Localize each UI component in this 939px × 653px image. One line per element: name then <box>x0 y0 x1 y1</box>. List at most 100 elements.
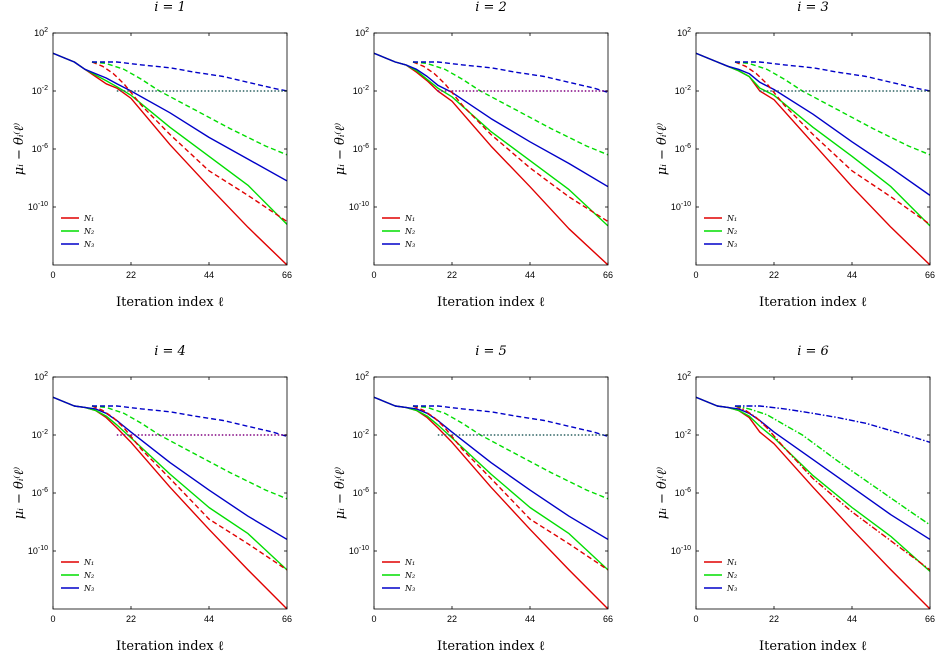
legend-label: N₁ <box>726 214 737 223</box>
y-tick-label: 102 <box>355 27 369 38</box>
panel-title: i = 3 <box>797 0 829 15</box>
legend-label: N₂ <box>726 571 737 580</box>
x-tick-label: 66 <box>925 270 935 280</box>
legend: N₁ N₂ N₃ <box>704 214 737 249</box>
series-line-4 <box>412 405 608 571</box>
x-tick-label: 0 <box>693 270 698 280</box>
legend-label: N₃ <box>404 240 415 249</box>
x-tick-label: 66 <box>603 270 613 280</box>
x-tick-label: 22 <box>447 614 457 624</box>
x-tick-label: 0 <box>50 270 55 280</box>
series-line-6 <box>92 405 287 438</box>
panel-5: i = 5 0 22 44 66 102 10-2 10-6 10-10 Iteration in… <box>333 344 613 653</box>
legend: N₁ N₂ N₃ <box>61 214 94 249</box>
series-line-6 <box>413 405 608 438</box>
x-tick-label: 0 <box>371 614 376 624</box>
x-axis-label: Iteration index ℓ <box>116 295 224 310</box>
series-line-4 <box>91 61 287 223</box>
y-tick-label: 10-6 <box>32 487 48 498</box>
series-line-5 <box>412 405 608 500</box>
legend-label: N₃ <box>83 240 94 249</box>
y-tick-label: 102 <box>355 371 369 382</box>
x-tick-label: 0 <box>50 614 55 624</box>
y-tick-label: 10-6 <box>32 143 48 154</box>
x-tick-label: 22 <box>769 614 779 624</box>
y-tick-label: 10-2 <box>32 85 48 96</box>
x-axis-label: Iteration index ℓ <box>437 639 545 653</box>
y-tick-label: 10-10 <box>671 201 691 212</box>
y-tick-label: 10-2 <box>353 85 369 96</box>
legend: N₁ N₂ N₃ <box>61 558 94 593</box>
legend-label: N₁ <box>726 558 737 567</box>
series-line-6 <box>735 61 930 92</box>
series-line-4 <box>734 405 930 571</box>
legend-label: N₂ <box>726 227 737 236</box>
y-tick-label: 10-6 <box>353 487 369 498</box>
y-tick-label: 10-6 <box>675 487 691 498</box>
legend-label: N₃ <box>83 584 94 593</box>
legend-label: N₁ <box>404 214 415 223</box>
x-axis-label: Iteration index ℓ <box>116 639 224 653</box>
y-axis-label: μᵢ − θᵢ⁽ℓ⁾ <box>655 467 670 519</box>
series-line-4 <box>734 61 930 225</box>
x-tick-label: 66 <box>282 614 292 624</box>
legend: N₁ N₂ N₃ <box>704 558 737 593</box>
y-tick-label: 10-6 <box>675 143 691 154</box>
panel-title: i = 4 <box>154 344 186 359</box>
x-tick-label: 44 <box>847 270 857 280</box>
legend-label: N₃ <box>404 584 415 593</box>
y-tick-label: 102 <box>34 371 48 382</box>
legend-label: N₁ <box>404 558 415 567</box>
series-line-3 <box>696 52 930 196</box>
series-line-5 <box>91 61 287 156</box>
y-tick-label: 10-6 <box>353 143 369 154</box>
x-tick-label: 44 <box>847 614 857 624</box>
y-tick-label: 10-10 <box>28 545 48 556</box>
y-axis-label: μᵢ − θᵢ⁽ℓ⁾ <box>12 123 27 175</box>
y-tick-label: 102 <box>677 371 691 382</box>
x-tick-label: 0 <box>693 614 698 624</box>
y-tick-label: 102 <box>677 27 691 38</box>
panel-1: i = 1 0 22 44 66 102 10-2 10-6 10-10 Iteration in… <box>12 0 292 310</box>
y-tick-label: 10-10 <box>349 545 369 556</box>
panel-title: i = 5 <box>475 344 507 359</box>
series-line-4 <box>412 61 608 223</box>
x-tick-label: 22 <box>126 614 136 624</box>
y-tick-label: 10-2 <box>675 429 691 440</box>
legend: N₁ N₂ N₃ <box>382 214 415 249</box>
panel-2: i = 2 0 22 44 66 102 10-2 10-6 10-10 Iteration in… <box>333 0 613 310</box>
series-line-3 <box>374 52 608 188</box>
series-line-2 <box>696 396 930 572</box>
series-line-5 <box>734 405 930 526</box>
x-tick-label: 44 <box>525 614 535 624</box>
panel-4: i = 4 0 22 44 66 102 10-2 10-6 10-10 Iteration in… <box>12 344 292 653</box>
panel-title: i = 2 <box>475 0 507 15</box>
series-line-3 <box>374 396 608 541</box>
panel-3: i = 3 0 22 44 66 102 10-2 10-6 10-10 Iteration in… <box>655 0 935 310</box>
x-tick-label: 44 <box>525 270 535 280</box>
legend-label: N₃ <box>726 240 737 249</box>
x-tick-label: 44 <box>204 614 214 624</box>
panel-title: i = 6 <box>797 344 829 359</box>
y-tick-label: 102 <box>34 27 48 38</box>
legend-label: N₂ <box>404 571 415 580</box>
y-tick-label: 10-2 <box>353 429 369 440</box>
series-line-6 <box>413 61 608 94</box>
series-line-3 <box>53 52 287 182</box>
legend-label: N₂ <box>404 227 415 236</box>
y-tick-label: 10-2 <box>32 429 48 440</box>
x-tick-label: 0 <box>371 270 376 280</box>
x-tick-label: 66 <box>925 614 935 624</box>
y-tick-label: 10-10 <box>28 201 48 212</box>
legend-label: N₂ <box>83 227 94 236</box>
x-tick-label: 22 <box>126 270 136 280</box>
panel-title: i = 1 <box>154 0 186 15</box>
x-axis-label: Iteration index ℓ <box>759 295 867 310</box>
y-axis-label: μᵢ − θᵢ⁽ℓ⁾ <box>333 123 348 175</box>
series-line-3 <box>53 396 287 541</box>
series-line-5 <box>734 61 930 156</box>
y-axis-label: μᵢ − θᵢ⁽ℓ⁾ <box>333 467 348 519</box>
x-axis-label: Iteration index ℓ <box>759 639 867 653</box>
y-axis-label: μᵢ − θᵢ⁽ℓ⁾ <box>12 467 27 519</box>
